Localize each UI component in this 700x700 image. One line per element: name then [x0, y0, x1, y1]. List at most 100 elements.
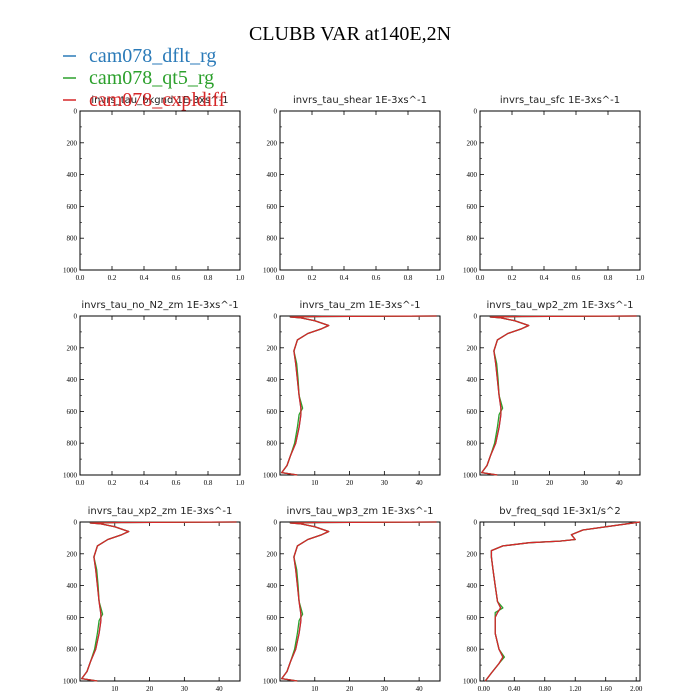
x-tick-label: 0.4	[540, 274, 549, 282]
y-tick-label: 0	[274, 313, 278, 321]
panel-title: invrs_tau_xp2_zm 1E-3xs^-1	[88, 506, 233, 517]
x-tick-label: 1.0	[236, 479, 245, 487]
y-tick-label: 1000	[463, 678, 478, 686]
y-tick-label: 600	[267, 408, 278, 416]
panel-title: invrs_tau_bkgnd 1E-3xs^-1	[91, 95, 228, 106]
y-tick-label: 800	[467, 440, 478, 448]
panel-6: invrs_tau_wp2_zm 1E-3xs^-1 0 200 400 600 800 1…	[463, 300, 641, 487]
x-tick-label: 0.00	[478, 685, 491, 693]
panel-title: bv_freq_sqd 1E-3x1/s^2	[499, 506, 621, 517]
series-line-3	[281, 315, 437, 476]
series-line-2	[481, 315, 637, 476]
y-tick-label: 200	[467, 550, 478, 558]
y-tick-label: 1000	[463, 267, 478, 275]
panel-title: invrs_tau_no_N2_zm 1E-3xs^-1	[81, 300, 238, 311]
y-tick-label: 800	[267, 235, 278, 243]
x-tick-label: 10	[311, 479, 319, 487]
y-tick-label: 400	[67, 582, 78, 590]
y-tick-label: 600	[467, 614, 478, 622]
x-tick-label: 0.40	[508, 685, 521, 693]
x-tick-label: 0.6	[172, 274, 181, 282]
figure-title: CLUBB VAR at140E,2N	[249, 23, 451, 45]
x-tick-label: 10	[311, 685, 319, 693]
x-tick-label: 30	[181, 685, 189, 693]
x-tick-label: 0.2	[508, 274, 517, 282]
x-tick-label: 0.6	[172, 479, 181, 487]
x-tick-label: 0.0	[76, 479, 85, 487]
plot-frame	[279, 315, 441, 476]
y-tick-label: 0	[274, 519, 278, 527]
y-tick-label: 600	[267, 614, 278, 622]
y-tick-label: 1000	[63, 472, 78, 480]
legend-label: cam078_dflt_rg	[89, 45, 216, 67]
y-tick-label: 800	[267, 440, 278, 448]
y-tick-label: 200	[267, 344, 278, 352]
y-tick-label: 200	[467, 139, 478, 147]
x-tick-label: 0.0	[76, 274, 85, 282]
y-tick-label: 0	[474, 519, 478, 527]
y-tick-label: 800	[267, 646, 278, 654]
plot-frame	[479, 110, 641, 271]
y-tick-label: 800	[467, 646, 478, 654]
x-tick-label: 40	[216, 685, 224, 693]
y-tick-label: 800	[67, 646, 78, 654]
series-line-2	[81, 521, 237, 682]
y-tick-label: 800	[67, 440, 78, 448]
x-tick-label: 40	[616, 479, 624, 487]
x-tick-label: 1.0	[436, 274, 445, 282]
y-tick-label: 600	[467, 408, 478, 416]
y-tick-label: 0	[74, 313, 78, 321]
x-tick-label: 1.0	[636, 274, 645, 282]
y-tick-label: 600	[67, 408, 78, 416]
y-tick-label: 600	[467, 203, 478, 211]
y-tick-label: 1000	[263, 678, 278, 686]
series-line-3	[81, 521, 237, 682]
x-tick-label: 0.6	[372, 274, 381, 282]
panel-7: invrs_tau_xp2_zm 1E-3xs^-1 0 200 400 600 800 1…	[63, 506, 241, 693]
y-tick-label: 800	[67, 235, 78, 243]
y-tick-label: 400	[67, 171, 78, 179]
series-line-1	[81, 521, 237, 682]
series-line-3	[481, 315, 637, 476]
panel-2: invrs_tau_shear 1E-3xs^-1 0 200 400 600 800 10…	[263, 95, 445, 282]
y-tick-label: 200	[267, 139, 278, 147]
y-tick-label: 200	[467, 344, 478, 352]
y-tick-label: 400	[467, 376, 478, 384]
x-tick-label: 1.0	[236, 274, 245, 282]
y-tick-label: 400	[467, 582, 478, 590]
y-tick-label: 400	[467, 171, 478, 179]
x-tick-label: 20	[346, 479, 354, 487]
x-tick-label: 0.8	[604, 274, 613, 282]
x-tick-label: 0.8	[404, 274, 413, 282]
y-tick-label: 1000	[63, 678, 78, 686]
x-tick-label: 30	[381, 479, 389, 487]
x-tick-label: 40	[416, 479, 424, 487]
plot-frame	[479, 315, 641, 476]
x-tick-label: 0.0	[276, 274, 285, 282]
x-tick-label: 0.2	[308, 274, 317, 282]
x-tick-label: 20	[346, 685, 354, 693]
panel-title: invrs_tau_wp2_zm 1E-3xs^-1	[487, 300, 634, 311]
panel-title: invrs_tau_zm 1E-3xs^-1	[299, 300, 420, 311]
legend-label: cam078_qt5_rg	[89, 67, 214, 89]
y-tick-label: 1000	[63, 267, 78, 275]
x-tick-label: 10	[111, 685, 119, 693]
x-tick-label: 10	[511, 479, 519, 487]
plot-frame	[79, 315, 241, 476]
y-tick-label: 600	[67, 203, 78, 211]
series-line-1	[481, 315, 637, 476]
series-line-1	[281, 315, 437, 476]
x-tick-label: 1.20	[569, 685, 582, 693]
plot-frame	[279, 110, 441, 271]
x-tick-label: 30	[381, 685, 389, 693]
y-tick-label: 600	[267, 203, 278, 211]
x-tick-label: 20	[146, 685, 154, 693]
panel-title: invrs_tau_wp3_zm 1E-3xs^-1	[287, 506, 434, 517]
x-tick-label: 0.2	[108, 274, 117, 282]
x-tick-label: 2.00	[630, 685, 643, 693]
plot-frame	[79, 110, 241, 271]
x-tick-label: 40	[416, 685, 424, 693]
y-tick-label: 200	[67, 344, 78, 352]
panel-8: invrs_tau_wp3_zm 1E-3xs^-1 0 200 400 600 800 1…	[263, 506, 441, 693]
